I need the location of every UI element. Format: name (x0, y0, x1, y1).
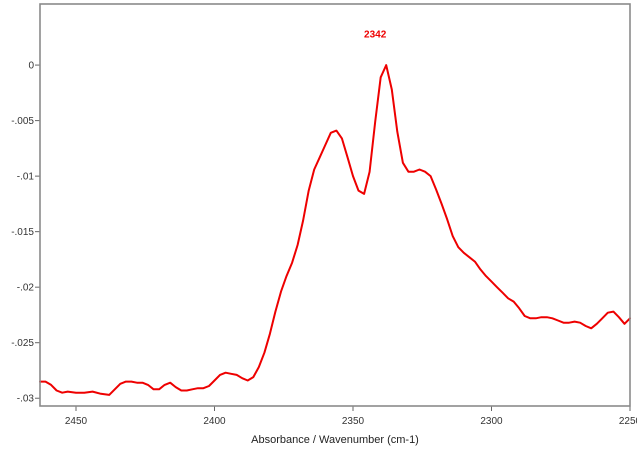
peak-label: 2342 (364, 29, 387, 40)
y-tick-label: -.025 (11, 338, 34, 349)
y-tick-label: -.015 (11, 227, 34, 238)
y-axis-ticks: 0 -.005 -.01 -.015 -.02 -.025 -.03 (11, 61, 40, 405)
spectrum-line (39, 64, 631, 396)
y-tick-label: 0 (28, 61, 34, 72)
plot-frame (39, 3, 631, 407)
y-tick-label: -.005 (11, 116, 34, 127)
x-tick-label: 2450 (65, 416, 88, 427)
y-tick-label: -.02 (17, 283, 35, 294)
x-tick-label: 2300 (480, 416, 503, 427)
series-layer (39, 64, 631, 396)
y-tick-label: -.01 (17, 172, 35, 183)
x-tick-label: 2400 (203, 416, 226, 427)
x-axis-title: Absorbance / Wavenumber (cm-1) (251, 434, 419, 446)
annotation-layer: 2342 (364, 29, 387, 40)
x-axis-ticks: 2450 2400 2350 2300 2250 (65, 406, 637, 427)
y-tick-label: -.03 (17, 394, 35, 405)
x-tick-label: 2250 (619, 416, 637, 427)
x-tick-label: 2350 (342, 416, 365, 427)
